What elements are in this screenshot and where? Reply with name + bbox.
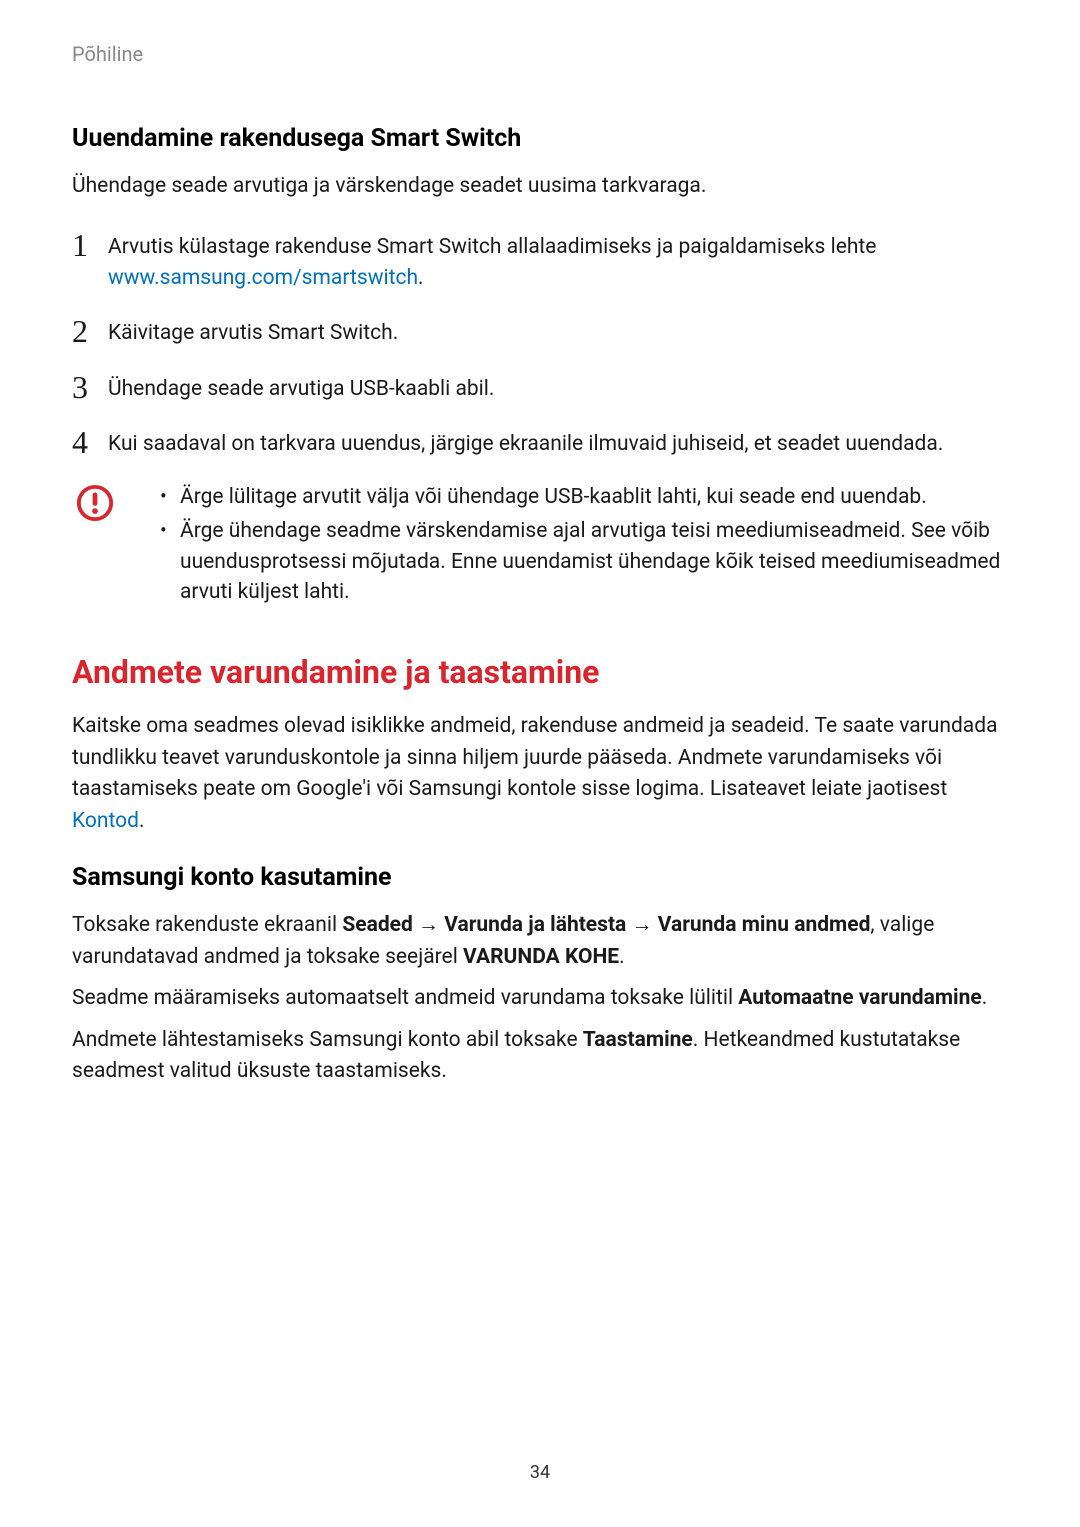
bold-ui-label: Automaatne varundamine xyxy=(738,986,981,1010)
caution-bullet: Ärge ühendage seadme värskendamise ajal … xyxy=(154,516,1008,607)
subsection-heading-samsung-account: Samsungi konto kasutamine xyxy=(72,863,1008,892)
step-item: 3 Ühendage seade arvutiga USB-kaabli abi… xyxy=(72,371,1008,404)
text-run: Seadme määramiseks automaatselt andmeid … xyxy=(72,986,738,1010)
caution-list: Ärge lülitage arvutit välja või ühendage… xyxy=(154,482,1008,612)
step-text-tail: . xyxy=(418,266,424,290)
bold-ui-label: Taastamine xyxy=(583,1028,693,1052)
step-number: 2 xyxy=(72,315,108,347)
step-item: 1 Arvutis külastage rakenduse Smart Swit… xyxy=(72,229,1008,293)
caution-icon xyxy=(76,484,114,522)
bold-ui-label: VARUNDA KOHE xyxy=(463,945,619,969)
step-item: 4 Kui saadaval on tarkvara uuendus, järg… xyxy=(72,426,1008,459)
text-run: Toksake rakenduste ekraanil xyxy=(72,913,342,937)
caution-bullet: Ärge lülitage arvutit välja või ühendage… xyxy=(154,482,1008,512)
document-page: Põhiline Uuendamine rakendusega Smart Sw… xyxy=(0,0,1080,1088)
paragraph: Seadme määramiseks automaatselt andmeid … xyxy=(72,983,1008,1015)
text-run: . xyxy=(982,986,988,1010)
intro-text-tail: . xyxy=(139,809,145,833)
arrow-sep: → xyxy=(626,913,657,937)
subsection-heading-smart-switch: Uuendamine rakendusega Smart Switch xyxy=(72,124,1008,153)
step-body: Käivitage arvutis Smart Switch. xyxy=(108,315,398,348)
text-run: . xyxy=(619,945,625,969)
step-text: Arvutis külastage rakenduse Smart Switch… xyxy=(108,235,876,259)
step-body: Ühendage seade arvutiga USB-kaabli abil. xyxy=(108,371,494,404)
section-header-label: Põhiline xyxy=(72,42,1008,66)
step-item: 2 Käivitage arvutis Smart Switch. xyxy=(72,315,1008,348)
bold-ui-label: Varunda ja lähtesta xyxy=(444,913,626,937)
paragraph: Andmete lähtestamiseks Samsungi konto ab… xyxy=(72,1025,1008,1088)
section-intro: Kaitske oma seadmes olevad isiklikke and… xyxy=(72,711,1008,837)
numbered-steps: 1 Arvutis külastage rakenduse Smart Swit… xyxy=(72,229,1008,459)
smartswitch-link[interactable]: www.samsung.com/smartswitch xyxy=(108,266,418,290)
text-run: Andmete lähtestamiseks Samsungi konto ab… xyxy=(72,1028,583,1052)
bold-ui-label: Seaded xyxy=(342,913,413,937)
step-number: 3 xyxy=(72,371,108,403)
step-body: Kui saadaval on tarkvara uuendus, järgig… xyxy=(108,426,943,459)
step-number: 1 xyxy=(72,229,108,261)
arrow-sep: → xyxy=(413,913,444,937)
section-heading-backup: Andmete varundamine ja taastamine xyxy=(72,653,1008,691)
step-number: 4 xyxy=(72,426,108,458)
kontod-link[interactable]: Kontod xyxy=(72,809,139,833)
caution-callout: Ärge lülitage arvutit välja või ühendage… xyxy=(72,482,1008,612)
intro-paragraph: Ühendage seade arvutiga ja värskendage s… xyxy=(72,171,1008,201)
paragraph: Toksake rakenduste ekraanil Seaded → Var… xyxy=(72,910,1008,973)
step-body: Arvutis külastage rakenduse Smart Switch… xyxy=(108,229,1008,293)
page-number: 34 xyxy=(0,1462,1080,1483)
intro-text: Kaitske oma seadmes olevad isiklikke and… xyxy=(72,714,998,801)
bold-ui-label: Varunda minu andmed xyxy=(658,913,871,937)
